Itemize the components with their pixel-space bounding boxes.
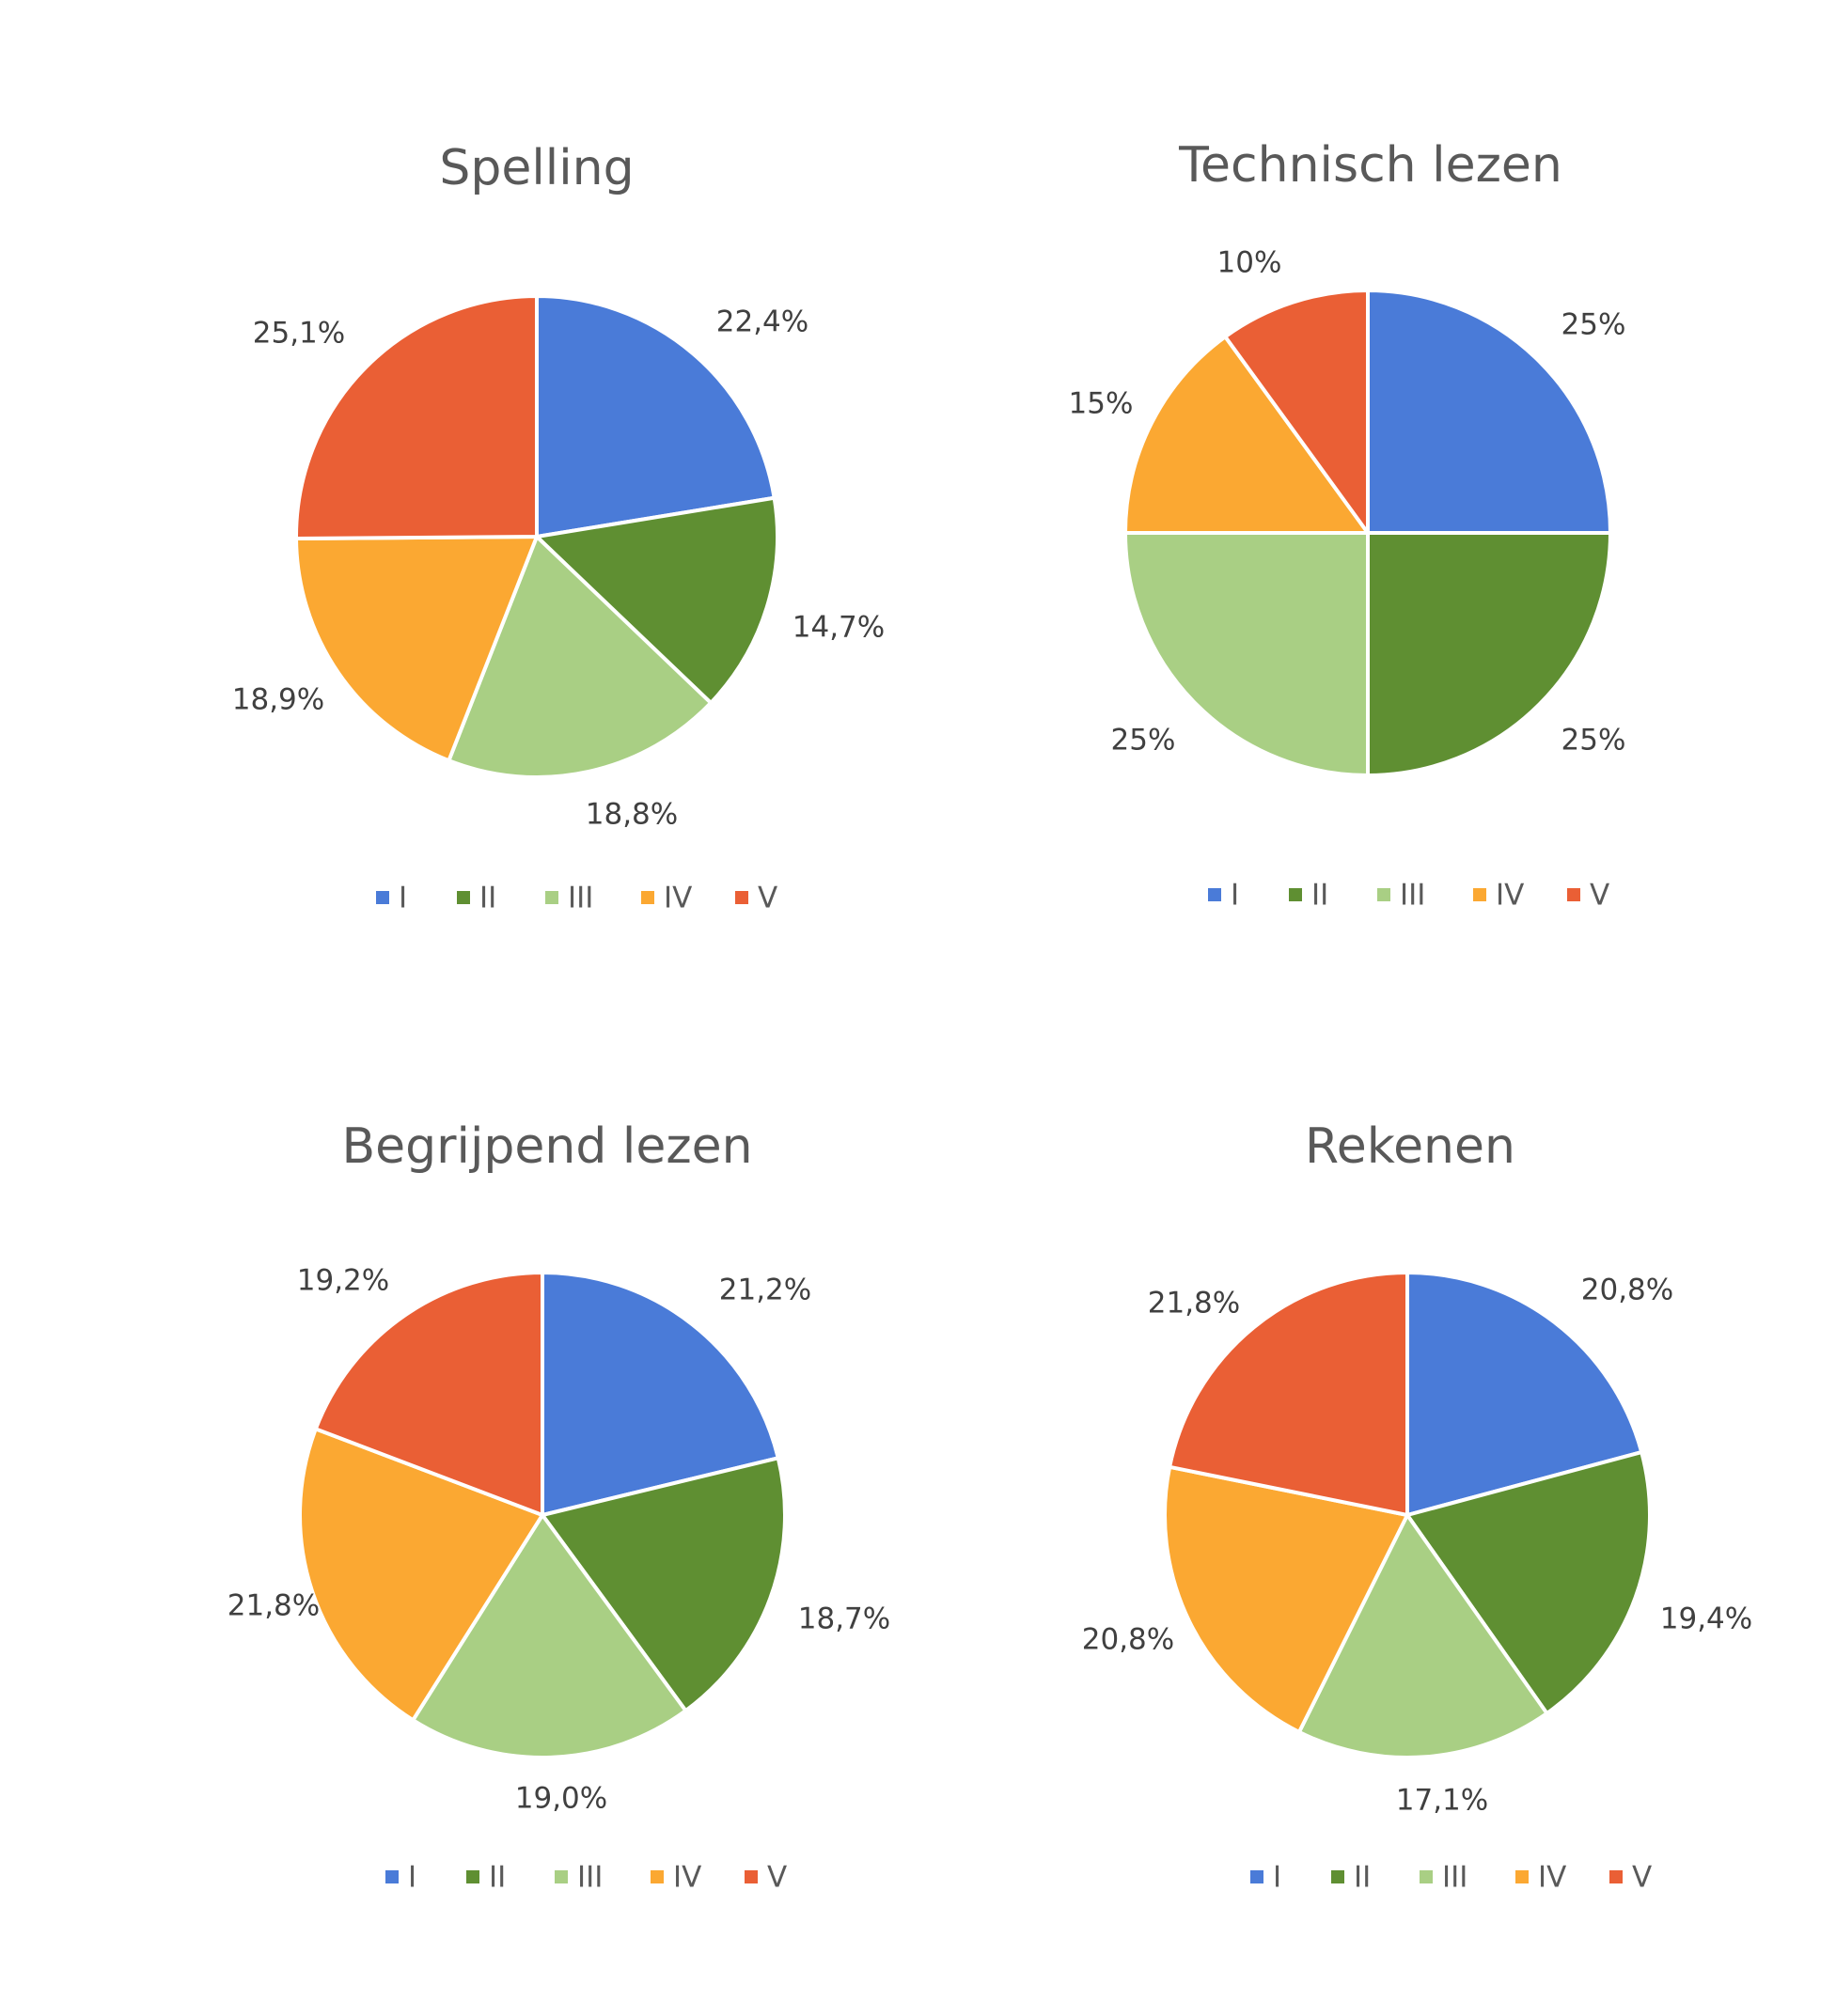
legend-label: II	[1354, 1861, 1371, 1895]
pie-slice-iii	[1123, 531, 1370, 777]
legend-swatch-iv	[1473, 888, 1486, 901]
pie-slice-ii	[535, 495, 779, 705]
legend-label: V	[1632, 1861, 1652, 1895]
data-label: 21,8%	[228, 1589, 320, 1623]
data-label: 17,1%	[1396, 1784, 1488, 1818]
pie-slice-iii	[1296, 1513, 1549, 1759]
legend-label: II	[489, 1861, 506, 1895]
legend-label: II	[479, 882, 496, 915]
legend-label: III	[1400, 879, 1425, 913]
legend-swatch-i	[1250, 1870, 1263, 1883]
pie-slice-ii	[1405, 1450, 1652, 1715]
pie-slice-ii	[1366, 531, 1612, 777]
legend-label: I	[408, 1861, 416, 1895]
chart-legend: I II III IV V	[385, 1861, 787, 1895]
chart-rekenen: Rekenen 20,8%19,4%17,1%20,8%21,8%I II III I…	[1082, 1118, 1752, 1895]
legend-label: III	[568, 882, 593, 915]
legend-swatch-v	[1609, 1870, 1623, 1883]
data-label: 20,8%	[1581, 1274, 1673, 1307]
legend-label: II	[1311, 879, 1328, 913]
pie-slice-v	[313, 1271, 544, 1517]
data-label: 25%	[1561, 724, 1626, 758]
chart-legend: I II III IV V	[376, 882, 777, 915]
data-label: 21,2%	[719, 1274, 811, 1307]
data-label: 25%	[1561, 308, 1626, 342]
data-label: 25,1%	[253, 317, 345, 351]
legend-label: III	[577, 1861, 603, 1895]
legend-swatch-ii	[457, 891, 470, 904]
chart-begrijpend-lezen: Begrijpend lezen 21,2% 18,7% 19,0% 21,8% 19,…	[228, 1118, 890, 1895]
pie-slice-ii	[541, 1456, 787, 1713]
chart-title: Technisch lezen	[1178, 137, 1562, 194]
legend-label: I	[399, 882, 407, 915]
data-label: 19,4%	[1660, 1602, 1752, 1636]
legend-swatch-v	[745, 1870, 758, 1883]
legend-swatch-iv	[1515, 1870, 1529, 1883]
data-label: 18,7%	[798, 1602, 890, 1636]
data-label: 19,0%	[515, 1782, 607, 1816]
legend-label: IV	[673, 1861, 701, 1895]
legend-swatch-iii	[1420, 1870, 1433, 1883]
legend-label: I	[1273, 1861, 1281, 1895]
legend-swatch-iv	[641, 891, 654, 904]
legend-swatch-v	[735, 891, 748, 904]
legend-swatch-iii	[1377, 888, 1390, 901]
chart-legend: I II III IV V	[1208, 879, 1609, 913]
chart-spelling: Spelling 22,4%14,7%18,8%18,9%25,1%I II III…	[232, 140, 885, 915]
pie-slice-i	[1366, 289, 1612, 535]
legend-label: III	[1442, 1861, 1467, 1895]
legend-swatch-i	[376, 891, 389, 904]
pie-slice-iv	[298, 1427, 544, 1723]
data-label: 14,7%	[792, 611, 885, 645]
pie-slice-iv	[1163, 1464, 1409, 1734]
chart-legend: I II III IV V	[1250, 1861, 1652, 1895]
legend-label: IV	[1538, 1861, 1566, 1895]
legend-swatch-v	[1567, 888, 1580, 901]
legend-swatch-iii	[545, 891, 558, 904]
data-label: 19,2%	[297, 1264, 389, 1298]
chart-title: Spelling	[439, 140, 634, 196]
legend-swatch-ii	[466, 1870, 479, 1883]
pie-slice-iv	[1123, 335, 1370, 535]
pie-slice-i	[541, 1271, 780, 1517]
data-label: 21,8%	[1148, 1287, 1240, 1321]
legend-label: IV	[664, 882, 692, 915]
legend-swatch-ii	[1289, 888, 1302, 901]
data-label: 18,9%	[232, 683, 324, 717]
data-label: 25%	[1111, 724, 1176, 758]
chart-title: Rekenen	[1305, 1118, 1515, 1175]
legend-swatch-ii	[1331, 1870, 1344, 1883]
legend-label: V	[758, 882, 777, 915]
legend-label: IV	[1496, 879, 1524, 913]
pie-slice-iv	[294, 535, 539, 763]
legend-label: I	[1231, 879, 1239, 913]
legend-label: V	[1590, 879, 1609, 913]
pie-slice-i	[1405, 1271, 1644, 1517]
pie-slice-v	[294, 294, 539, 541]
pie-slice-i	[535, 294, 777, 539]
pie-slice-v	[1168, 1271, 1409, 1517]
data-label: 18,8%	[586, 798, 678, 832]
legend-swatch-iii	[555, 1870, 568, 1883]
chart-technisch-lezen: Technisch lezen 25%25%25%15%10%I II III IV V	[1069, 137, 1626, 913]
data-label: 10%	[1217, 246, 1282, 280]
legend-swatch-iv	[651, 1870, 664, 1883]
data-label: 15%	[1069, 387, 1134, 421]
pie-slice-v	[1223, 289, 1370, 535]
data-label: 22,4%	[716, 305, 808, 339]
data-label: 20,8%	[1082, 1623, 1174, 1657]
chart-title: Begrijpend lezen	[341, 1118, 752, 1175]
pie-slice-iii	[411, 1513, 688, 1759]
legend-label: V	[767, 1861, 787, 1895]
legend-swatch-i	[1208, 888, 1221, 901]
legend-swatch-i	[385, 1870, 399, 1883]
